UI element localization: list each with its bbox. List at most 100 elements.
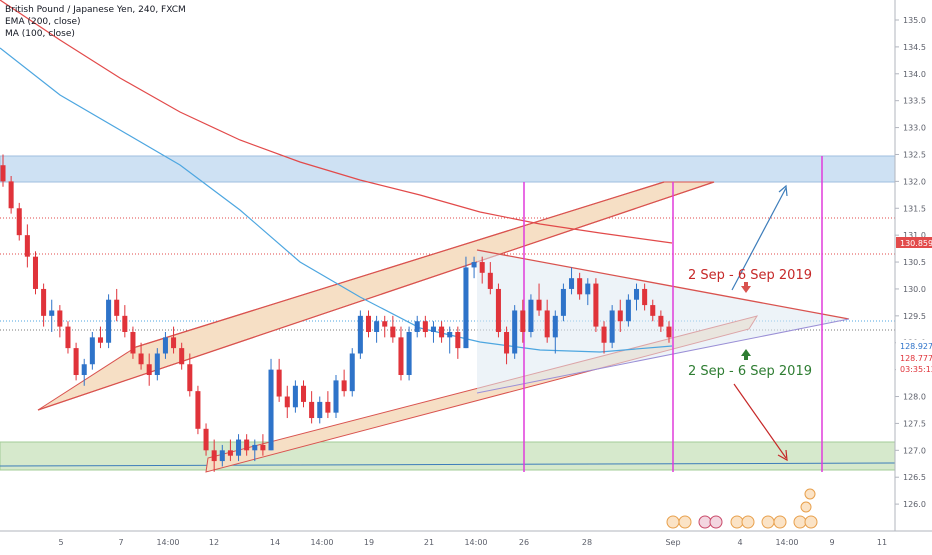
candle[interactable] bbox=[585, 278, 591, 306]
candle[interactable] bbox=[382, 315, 388, 338]
candle[interactable] bbox=[414, 315, 420, 338]
candle[interactable] bbox=[73, 342, 79, 381]
candle[interactable] bbox=[49, 299, 55, 332]
ma-100-line[interactable] bbox=[0, 47, 673, 353]
candle[interactable] bbox=[601, 321, 607, 354]
candle[interactable] bbox=[349, 348, 355, 397]
candle[interactable] bbox=[398, 326, 404, 381]
candle[interactable] bbox=[633, 283, 640, 311]
candle[interactable] bbox=[146, 353, 152, 386]
triangle-upper[interactable] bbox=[476, 249, 850, 320]
event-flag-icon[interactable] bbox=[773, 515, 787, 529]
candle[interactable] bbox=[138, 342, 144, 370]
indicator-ema-label[interactable]: EMA (200, close) bbox=[5, 17, 81, 27]
ema-200-line[interactable] bbox=[0, 0, 673, 244]
candle[interactable] bbox=[439, 321, 445, 343]
candle[interactable] bbox=[536, 283, 542, 316]
event-icons[interactable] bbox=[666, 488, 818, 529]
candle[interactable] bbox=[219, 444, 225, 467]
event-flag-icon[interactable] bbox=[761, 515, 775, 529]
candle[interactable] bbox=[65, 321, 71, 354]
candle[interactable] bbox=[179, 342, 185, 370]
event-flag-icon[interactable] bbox=[800, 501, 812, 513]
candle[interactable] bbox=[552, 310, 558, 354]
resistance-zone[interactable] bbox=[0, 155, 896, 183]
candle[interactable] bbox=[625, 294, 631, 327]
candle[interactable] bbox=[8, 175, 14, 214]
candle[interactable] bbox=[300, 380, 307, 408]
candle[interactable] bbox=[455, 326, 461, 359]
event-flag-icon[interactable] bbox=[804, 488, 816, 500]
candle[interactable] bbox=[16, 202, 22, 241]
candle[interactable] bbox=[471, 256, 477, 279]
candle[interactable] bbox=[617, 299, 623, 332]
candle[interactable] bbox=[89, 331, 95, 370]
candle[interactable] bbox=[650, 299, 656, 322]
candle[interactable] bbox=[244, 434, 250, 456]
candle[interactable] bbox=[609, 305, 615, 349]
candle[interactable] bbox=[162, 331, 168, 359]
triangle-lower[interactable] bbox=[476, 318, 850, 394]
candle[interactable] bbox=[32, 251, 39, 295]
candle[interactable] bbox=[447, 326, 453, 354]
candle[interactable] bbox=[195, 385, 201, 435]
candle[interactable] bbox=[495, 283, 501, 338]
candle[interactable] bbox=[390, 315, 396, 343]
candle[interactable] bbox=[504, 326, 510, 365]
candle[interactable] bbox=[520, 299, 526, 343]
candle[interactable] bbox=[130, 326, 136, 359]
candle[interactable] bbox=[114, 288, 120, 322]
event-flag-icon[interactable] bbox=[666, 515, 680, 529]
candle[interactable] bbox=[187, 353, 193, 397]
buy-marker[interactable] bbox=[741, 349, 751, 356]
candle[interactable] bbox=[317, 396, 323, 424]
candle[interactable] bbox=[0, 154, 6, 187]
event-flag-icon[interactable] bbox=[709, 515, 723, 529]
candle[interactable] bbox=[292, 380, 298, 413]
candle[interactable] bbox=[406, 326, 412, 381]
candle[interactable] bbox=[569, 267, 575, 295]
price-label-current[interactable]: 128.777 bbox=[896, 352, 932, 363]
candle[interactable] bbox=[430, 321, 436, 343]
candle[interactable] bbox=[81, 358, 87, 386]
candle[interactable] bbox=[642, 283, 648, 311]
candle[interactable] bbox=[577, 272, 583, 300]
upper-channel-edge[interactable] bbox=[135, 181, 665, 348]
candle[interactable] bbox=[97, 326, 103, 349]
candle[interactable] bbox=[593, 278, 599, 332]
annotation-lower[interactable]: 2 Sep - 6 Sep 2019 bbox=[688, 364, 812, 379]
candle[interactable] bbox=[560, 283, 566, 322]
candle[interactable] bbox=[203, 423, 209, 456]
candle[interactable] bbox=[666, 321, 672, 343]
candle[interactable] bbox=[487, 262, 493, 295]
candle[interactable] bbox=[374, 315, 380, 343]
candle[interactable] bbox=[309, 391, 315, 424]
candle[interactable] bbox=[268, 358, 274, 451]
event-flag-icon[interactable] bbox=[678, 515, 692, 529]
candle[interactable] bbox=[41, 283, 47, 327]
candle[interactable] bbox=[211, 439, 217, 472]
candle[interactable] bbox=[171, 326, 177, 354]
projection-arrow-up[interactable] bbox=[731, 187, 787, 291]
candle[interactable] bbox=[276, 358, 282, 402]
candle[interactable] bbox=[512, 305, 518, 359]
price-label-ma[interactable]: 128.927 bbox=[896, 340, 932, 351]
event-flag-icon[interactable] bbox=[793, 515, 807, 529]
candle[interactable] bbox=[252, 439, 258, 462]
event-flag-icon[interactable] bbox=[804, 515, 818, 529]
level-line[interactable] bbox=[0, 462, 896, 467]
candle[interactable] bbox=[357, 310, 363, 359]
indicator-ma-label[interactable]: MA (100, close) bbox=[5, 29, 75, 39]
candle[interactable] bbox=[227, 439, 233, 462]
countdown-timer[interactable]: 03:35:12 bbox=[896, 363, 932, 374]
candle[interactable] bbox=[365, 310, 372, 338]
candle[interactable] bbox=[236, 434, 242, 462]
event-flag-icon[interactable] bbox=[741, 515, 755, 529]
event-flag-icon[interactable] bbox=[730, 515, 744, 529]
candle[interactable] bbox=[106, 294, 112, 349]
candle[interactable] bbox=[479, 256, 485, 284]
candle[interactable] bbox=[24, 224, 30, 268]
candle[interactable] bbox=[544, 299, 550, 343]
